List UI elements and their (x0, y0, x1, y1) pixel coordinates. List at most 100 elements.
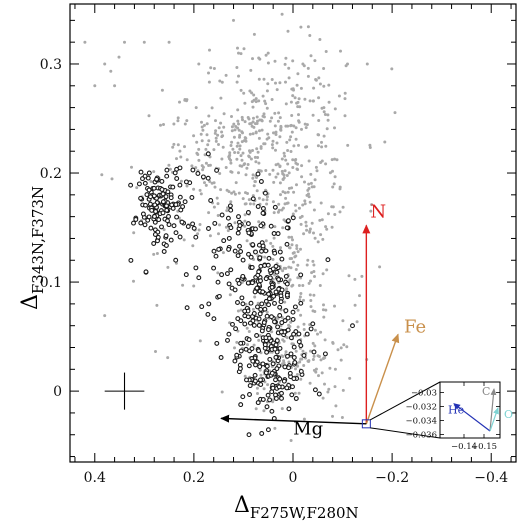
data-point (298, 360, 302, 364)
data-point (261, 198, 265, 202)
data-point (178, 149, 182, 153)
data-point (343, 91, 347, 95)
data-point (246, 363, 252, 369)
data-point (240, 301, 246, 307)
data-point (207, 139, 211, 143)
data-point (273, 225, 277, 229)
data-point (296, 276, 300, 280)
data-point (294, 209, 298, 213)
data-point (287, 370, 293, 376)
data-point (103, 314, 107, 318)
data-point (239, 154, 243, 158)
data-point (291, 283, 295, 287)
data-point (306, 25, 310, 29)
data-point (189, 195, 195, 200)
data-point (152, 214, 157, 219)
data-point (281, 355, 285, 358)
data-point (339, 358, 343, 362)
data-point (226, 246, 232, 252)
data-point (229, 144, 233, 147)
data-point (365, 62, 369, 66)
data-point (208, 180, 212, 183)
y-axis-label: ΔF343N,F373N (18, 186, 47, 310)
data-point (268, 172, 272, 176)
data-point (283, 62, 287, 66)
data-point (225, 209, 229, 213)
data-point (255, 147, 259, 151)
data-point (177, 182, 183, 188)
data-point (327, 100, 331, 104)
data-point (296, 250, 300, 254)
inset-x-tick-label: −0.14 (451, 442, 477, 452)
data-point (263, 335, 269, 341)
data-point (206, 143, 210, 147)
data-point (273, 111, 277, 115)
data-point (212, 181, 216, 185)
data-point (299, 222, 303, 226)
data-point (138, 195, 144, 201)
data-point (194, 166, 198, 170)
data-point (266, 51, 270, 55)
data-point (159, 123, 162, 127)
data-point (263, 276, 269, 282)
data-point (242, 321, 248, 327)
data-point (255, 115, 259, 119)
data-point (299, 247, 302, 251)
data-point (274, 338, 280, 344)
data-point (264, 239, 268, 243)
data-point (274, 81, 277, 85)
data-point (203, 153, 207, 157)
data-point (228, 267, 234, 273)
data-point (192, 134, 196, 138)
data-point (160, 191, 166, 197)
data-point (216, 214, 220, 217)
data-point (240, 115, 244, 119)
data-point (179, 179, 183, 183)
data-point (172, 170, 178, 176)
data-point (230, 115, 233, 118)
data-point (284, 102, 288, 106)
data-point (220, 80, 224, 84)
data-point (312, 231, 315, 235)
data-point (314, 78, 318, 81)
data-point (136, 181, 142, 187)
data-point (143, 269, 149, 275)
data-point (284, 80, 287, 84)
data-point (284, 281, 290, 287)
data-point (156, 217, 162, 223)
data-point (167, 163, 171, 167)
data-point (296, 331, 302, 337)
data-point (207, 211, 211, 215)
data-point (256, 316, 262, 322)
data-point (308, 34, 312, 37)
data-point (205, 175, 211, 181)
data-point (264, 349, 270, 355)
data-point (171, 145, 175, 149)
data-point (245, 314, 251, 320)
data-point (283, 300, 287, 304)
data-point (331, 185, 335, 189)
data-point (273, 289, 279, 295)
data-point (152, 170, 156, 174)
data-point (285, 327, 291, 333)
data-point (182, 238, 186, 242)
inset-vector-c (489, 388, 497, 432)
data-point (350, 323, 355, 329)
data-point (285, 174, 289, 177)
data-point (246, 432, 252, 438)
data-point (265, 89, 269, 93)
data-point (238, 144, 242, 148)
data-point (198, 188, 202, 192)
data-point (263, 99, 267, 103)
data-point (291, 94, 295, 98)
data-point (216, 293, 222, 299)
data-point (296, 339, 302, 345)
data-point (296, 308, 300, 312)
data-point (324, 308, 328, 312)
data-point (196, 232, 200, 236)
data-point (281, 190, 285, 194)
data-point (154, 176, 160, 182)
data-point (278, 293, 284, 299)
data-point (149, 180, 153, 183)
data-point (142, 173, 148, 179)
